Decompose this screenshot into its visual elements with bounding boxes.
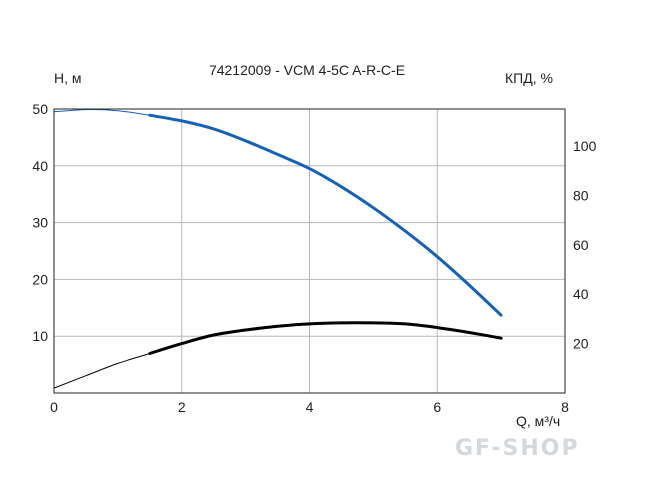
y-axis-right-label: КПД, %	[505, 70, 553, 86]
x-tick-label: 2	[178, 399, 186, 415]
head-curve-extrapolated	[53, 109, 150, 116]
y-right-tick-label: 20	[573, 336, 589, 352]
chart-title: 74212009 - VCM 4-5C A-R-C-E	[209, 62, 405, 78]
x-tick-label: 6	[433, 399, 441, 415]
tick-labels: 0 2 4 6 8 10 20 30 40 50 20 40 60 80 100	[32, 101, 596, 415]
y-right-tick-label: 60	[573, 237, 589, 253]
series-lines	[53, 109, 503, 389]
y-left-tick-label: 10	[32, 328, 48, 344]
y-right-tick-label: 80	[573, 187, 589, 203]
y-right-tick-label: 40	[573, 286, 589, 302]
x-tick-label: 0	[50, 399, 58, 415]
y-left-tick-label: 30	[32, 215, 48, 231]
x-axis-label: Q, м³/ч	[516, 413, 560, 429]
y-left-tick-label: 40	[32, 158, 48, 174]
y-left-tick-label: 20	[32, 271, 48, 287]
x-tick-label: 4	[306, 399, 314, 415]
y-left-tick-label: 50	[32, 101, 48, 117]
plot-frame	[53, 108, 566, 394]
y-right-tick-label: 100	[573, 138, 597, 154]
efficiency-curve-extrapolated	[53, 353, 150, 389]
head-curve	[148, 113, 503, 317]
grid-lines	[54, 109, 565, 393]
y-axis-left-label: H, м	[54, 70, 82, 86]
efficiency-curve	[148, 321, 503, 355]
watermark: GF-SHOP	[455, 436, 580, 461]
x-tick-label: 8	[561, 399, 569, 415]
